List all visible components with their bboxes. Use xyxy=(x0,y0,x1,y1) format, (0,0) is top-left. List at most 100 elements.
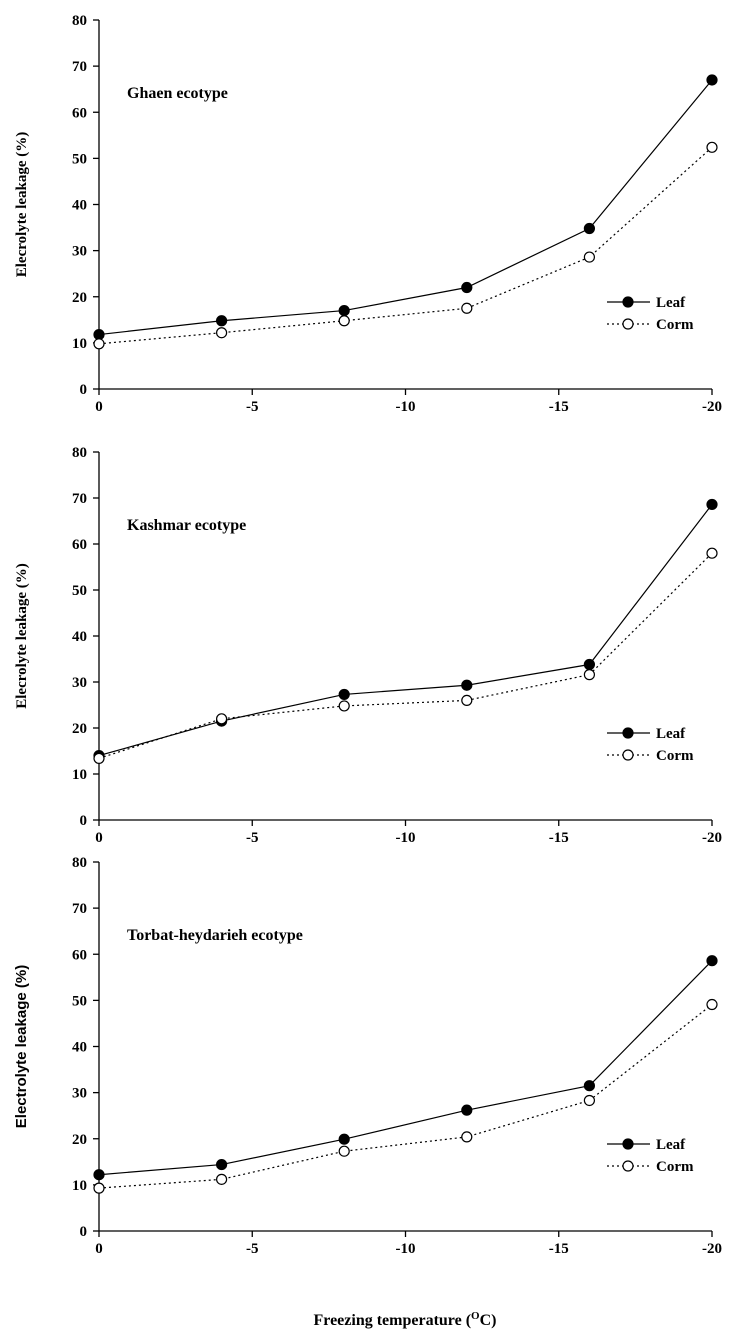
data-point xyxy=(583,1080,596,1092)
x-label-part: Freezing temperature ( xyxy=(313,1312,471,1329)
data-point xyxy=(583,1094,596,1107)
y-tick-label: 40 xyxy=(72,629,87,645)
legend-label: Leaf xyxy=(656,1137,686,1153)
data-point xyxy=(461,679,473,691)
legend-label: Corm xyxy=(656,748,694,764)
data-point xyxy=(338,700,350,712)
data-point xyxy=(461,694,473,707)
data-point xyxy=(93,1182,105,1194)
x-tick-label: -10 xyxy=(396,1241,416,1257)
x-tick-label: -20 xyxy=(702,830,722,846)
data-point xyxy=(583,251,596,263)
y-tick-label: 10 xyxy=(72,1178,87,1194)
x-tick-label: -20 xyxy=(702,399,722,415)
y-tick-label: 30 xyxy=(72,244,87,260)
x-label-sup: O xyxy=(471,1310,480,1322)
data-point xyxy=(461,281,473,294)
y-tick-label: 60 xyxy=(72,105,87,121)
y-tick-label: 20 xyxy=(72,1132,87,1148)
data-point xyxy=(338,315,350,327)
y-tick-label: 60 xyxy=(72,947,87,963)
y-tick-label: 30 xyxy=(72,1086,87,1102)
data-point xyxy=(461,302,473,314)
series-line xyxy=(98,1004,713,1189)
series-line xyxy=(98,146,713,345)
legend-marker xyxy=(622,318,634,330)
legend-marker xyxy=(622,1160,634,1172)
data-point xyxy=(583,669,596,681)
x-tick-label: -15 xyxy=(549,399,569,415)
y-tick-label: 50 xyxy=(72,583,87,599)
data-point xyxy=(216,1158,228,1171)
y-tick-label: 30 xyxy=(72,675,87,691)
data-point xyxy=(338,1133,350,1145)
y-tick-label: 80 xyxy=(72,13,87,29)
y-tick-label: 20 xyxy=(72,290,87,306)
x-label-part: C) xyxy=(480,1312,497,1329)
data-point xyxy=(706,955,718,967)
data-point xyxy=(93,1169,105,1181)
data-point xyxy=(338,304,350,317)
x-tick-label: -10 xyxy=(396,830,416,846)
y-tick-label: 10 xyxy=(72,767,87,783)
y-tick-label: 80 xyxy=(72,855,87,871)
legend-label: Leaf xyxy=(656,726,686,742)
data-point xyxy=(583,658,596,671)
y-tick-label: 70 xyxy=(72,901,87,917)
legend-marker xyxy=(622,1138,634,1150)
data-point xyxy=(216,315,228,327)
legend-marker xyxy=(622,296,634,308)
data-point xyxy=(216,713,228,725)
data-point xyxy=(338,1145,350,1157)
data-point xyxy=(706,547,718,559)
x-tick-label: -5 xyxy=(246,1241,259,1257)
y-axis-label: Elecrolyte leakage (%) xyxy=(14,132,30,278)
x-tick-label: -10 xyxy=(396,399,416,415)
data-point xyxy=(706,498,718,511)
data-point xyxy=(706,998,718,1011)
data-point xyxy=(93,752,105,764)
x-tick-label: -20 xyxy=(702,1241,722,1257)
legend-label: Corm xyxy=(656,317,694,333)
data-point xyxy=(461,1131,473,1143)
x-tick-label: -5 xyxy=(246,830,259,846)
data-point xyxy=(706,141,718,153)
annotation: Kashmar ecotype xyxy=(127,517,246,534)
data-point xyxy=(93,328,105,341)
series-line xyxy=(98,552,713,759)
annotation: Torbat-heydarieh ecotype xyxy=(127,927,303,944)
y-tick-label: 0 xyxy=(80,813,88,829)
x-tick-label: 0 xyxy=(95,830,103,846)
annotation: Ghaen ecotype xyxy=(127,85,228,102)
y-axis-label: Electrolyte leakage (%) xyxy=(13,965,30,1128)
data-point xyxy=(706,74,718,86)
series-line xyxy=(98,504,713,757)
y-tick-label: 50 xyxy=(72,151,87,167)
data-point xyxy=(338,688,350,701)
y-tick-label: 0 xyxy=(80,382,88,398)
y-tick-label: 10 xyxy=(72,336,87,352)
y-tick-label: 0 xyxy=(80,1224,88,1240)
y-tick-label: 60 xyxy=(72,537,87,553)
y-tick-label: 40 xyxy=(72,198,87,214)
data-point xyxy=(583,222,596,235)
legend-label: Leaf xyxy=(656,295,686,311)
legend-label: Corm xyxy=(656,1159,694,1175)
y-tick-label: 80 xyxy=(72,445,87,461)
x-tick-label: -15 xyxy=(549,830,569,846)
x-tick-label: 0 xyxy=(95,1241,103,1257)
y-tick-label: 40 xyxy=(72,1040,87,1056)
x-axis-label: Freezing temperature (OC) xyxy=(313,1310,496,1329)
x-tick-label: 0 xyxy=(95,399,103,415)
data-point xyxy=(93,338,105,350)
y-tick-label: 20 xyxy=(72,721,87,737)
data-point xyxy=(216,1173,228,1185)
x-tick-label: -15 xyxy=(549,1241,569,1257)
x-tick-label: -5 xyxy=(246,399,259,415)
series-line xyxy=(98,79,713,336)
y-tick-label: 70 xyxy=(72,59,87,75)
legend-marker xyxy=(622,749,634,761)
legend-marker xyxy=(622,727,634,739)
y-tick-label: 70 xyxy=(72,491,87,507)
